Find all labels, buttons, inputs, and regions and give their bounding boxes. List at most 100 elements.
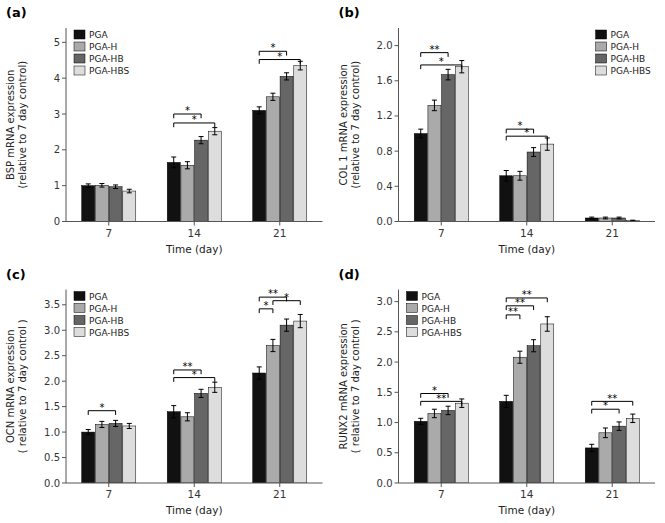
bar — [585, 218, 598, 222]
y-tick — [62, 78, 66, 79]
x-tick — [612, 483, 613, 487]
significance-label: * — [439, 56, 444, 67]
bar — [109, 423, 122, 483]
error-bar — [86, 184, 91, 188]
y-tick-label: 2.5 — [377, 326, 393, 337]
legend-label: PGA-H — [611, 42, 639, 52]
x-tick — [279, 483, 280, 487]
panel-label: (c) — [6, 267, 26, 282]
y-tick — [62, 185, 66, 186]
error-bar — [270, 93, 275, 100]
legend-label: PGA-HBS — [611, 66, 651, 76]
y-tick — [62, 221, 66, 222]
error-bar — [257, 107, 262, 114]
error-bar — [257, 367, 262, 379]
x-tick-label: 14 — [188, 227, 202, 239]
background — [0, 0, 665, 523]
legend-swatch — [596, 42, 607, 51]
legend-swatch — [74, 316, 85, 325]
legend-swatch — [596, 66, 607, 75]
x-axis — [66, 221, 323, 222]
y-tick-label: 2.0 — [377, 40, 393, 51]
panel: 0.00.51.01.52.02.53.03.571421********Tim… — [5, 267, 323, 517]
bar — [613, 426, 626, 483]
figure: 01234571421****Time (day)BSP mRNA expres… — [0, 0, 665, 523]
y-axis-label-line: OCN mRNA expression — [5, 329, 16, 443]
error-bar — [270, 339, 275, 351]
y-tick-label: 0.4 — [377, 181, 393, 192]
error-bar — [603, 428, 608, 438]
error-bar — [127, 189, 132, 193]
marks — [82, 51, 307, 221]
bar — [123, 426, 136, 483]
y-tick — [395, 80, 399, 81]
x-axis-label: Time (day) — [497, 243, 555, 255]
error-bar — [603, 217, 608, 219]
bar — [527, 346, 540, 483]
bar — [541, 324, 554, 483]
legend-label: PGA-H — [422, 304, 450, 314]
marks — [414, 298, 639, 483]
x-tick — [194, 222, 195, 226]
bar — [167, 162, 180, 221]
bar — [414, 421, 427, 483]
x-tick-label: 7 — [438, 488, 445, 500]
error-bar — [418, 129, 423, 138]
y-tick — [62, 432, 66, 433]
y-tick — [395, 115, 399, 116]
x-axis-label: Time (day) — [165, 504, 223, 516]
y-tick — [395, 452, 399, 453]
y-tick-label: 2 — [54, 144, 60, 155]
significance-label: ** — [522, 289, 532, 300]
legend-swatch — [407, 316, 418, 325]
y-tick — [395, 301, 399, 302]
y-tick-label: 1.5 — [377, 387, 393, 398]
error-bar — [212, 382, 217, 392]
x-tick — [194, 483, 195, 487]
y-tick-label: 3.0 — [377, 296, 393, 307]
y-tick — [395, 151, 399, 152]
y-tick — [62, 304, 66, 305]
bar — [253, 373, 266, 483]
bar — [513, 176, 526, 222]
x-tick — [612, 222, 613, 226]
y-axis-label-line: ( relative to 7 day control ) — [17, 319, 28, 453]
significance-label: * — [517, 120, 522, 131]
error-bar — [630, 414, 635, 422]
error-bar — [86, 430, 91, 435]
legend-swatch — [74, 328, 85, 337]
legend-label: PGA-HBS — [89, 66, 129, 76]
x-axis — [399, 221, 656, 222]
panel-label: (a) — [6, 5, 27, 20]
error-bar — [99, 184, 104, 188]
y-tick-label: 0.5 — [44, 452, 60, 463]
y-axis-label: RUNX2 mRNA expression( relative to 7 day… — [338, 319, 361, 453]
x-tick — [108, 222, 109, 226]
legend-label: PGA — [89, 292, 108, 302]
legend-label: PGA — [89, 30, 108, 40]
y-tick — [395, 422, 399, 423]
x-axis-label: Time (day) — [165, 243, 223, 255]
y-axis-label-line: (relative to 7 day control) — [17, 61, 28, 189]
bar — [626, 418, 639, 483]
bar — [414, 134, 427, 222]
marks — [414, 53, 639, 222]
x-axis-label: Time (day) — [497, 504, 555, 516]
bar — [95, 424, 108, 483]
error-bar — [418, 418, 423, 424]
significance-label: * — [284, 292, 289, 303]
legend-swatch — [74, 30, 85, 39]
significance-label: * — [277, 51, 282, 62]
bar — [266, 346, 279, 483]
x-tick-label: 7 — [438, 227, 445, 239]
bar — [599, 433, 612, 483]
y-tick — [62, 381, 66, 382]
y-tick — [395, 221, 399, 222]
bar — [167, 412, 180, 483]
panel: 01234571421****Time (day)BSP mRNA expres… — [5, 5, 323, 255]
y-tick — [62, 457, 66, 458]
significance-label: * — [524, 127, 529, 138]
bar — [95, 185, 108, 221]
error-bar — [531, 340, 536, 352]
error-bar — [99, 421, 104, 427]
